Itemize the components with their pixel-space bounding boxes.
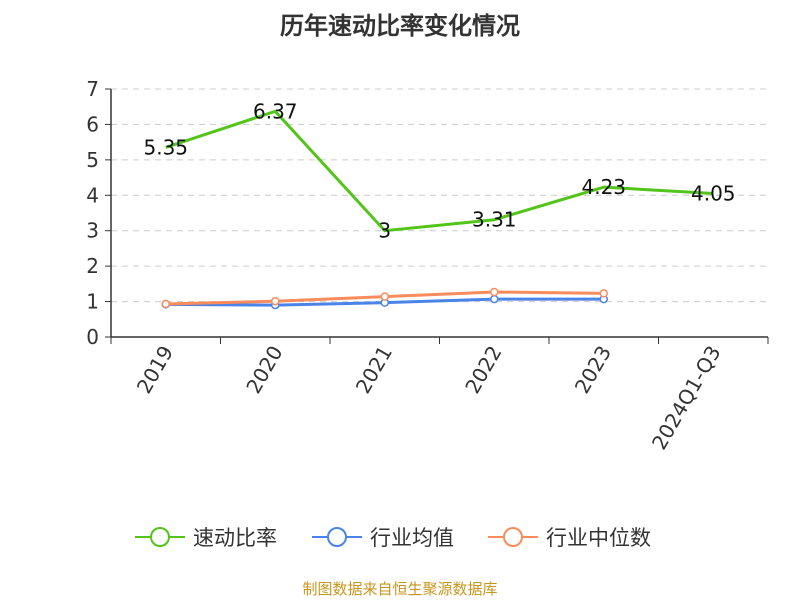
legend-marker	[327, 527, 347, 547]
x-tick-label: 2020	[241, 342, 287, 398]
legend-label: 行业均值	[370, 526, 454, 550]
legend-marker	[503, 527, 523, 547]
data-point	[380, 292, 389, 301]
chart-title: 历年速动比率变化情况	[280, 12, 520, 40]
y-tick-label: 4	[86, 183, 99, 207]
x-tick-label: 2021	[351, 342, 397, 398]
y-tick-label: 1	[86, 290, 99, 314]
data-point	[271, 296, 280, 306]
x-tick-label: 2022	[460, 342, 506, 398]
series-line-0	[165, 109, 714, 233]
y-tick-label: 0	[86, 325, 99, 349]
data-label: 4.23	[581, 175, 626, 199]
y-tick-label: 7	[86, 77, 99, 101]
data-label: 5.35	[143, 135, 188, 159]
legend-marker	[150, 527, 170, 547]
data-point	[161, 299, 170, 309]
y-tick-label: 6	[86, 112, 99, 136]
data-label: 4.05	[691, 182, 736, 206]
data-label: 6.37	[253, 99, 298, 123]
source-note: 制图数据来自恒生聚源数据库	[302, 580, 498, 598]
x-tick-label: 2019	[132, 342, 178, 398]
data-point	[490, 287, 499, 297]
x-tick-label: 2024Q1-Q3	[647, 342, 726, 454]
y-tick-label: 5	[86, 148, 99, 172]
data-label: 3	[378, 219, 391, 243]
y-tick-label: 2	[86, 254, 99, 278]
data-point	[490, 294, 499, 304]
x-tick-label: 2023	[570, 342, 616, 398]
y-tick-label: 3	[86, 219, 99, 243]
data-label: 3.31	[472, 208, 517, 232]
data-point	[599, 289, 608, 298]
legend-label: 行业中位数	[546, 526, 651, 550]
legend-label: 速动比率	[193, 526, 277, 550]
